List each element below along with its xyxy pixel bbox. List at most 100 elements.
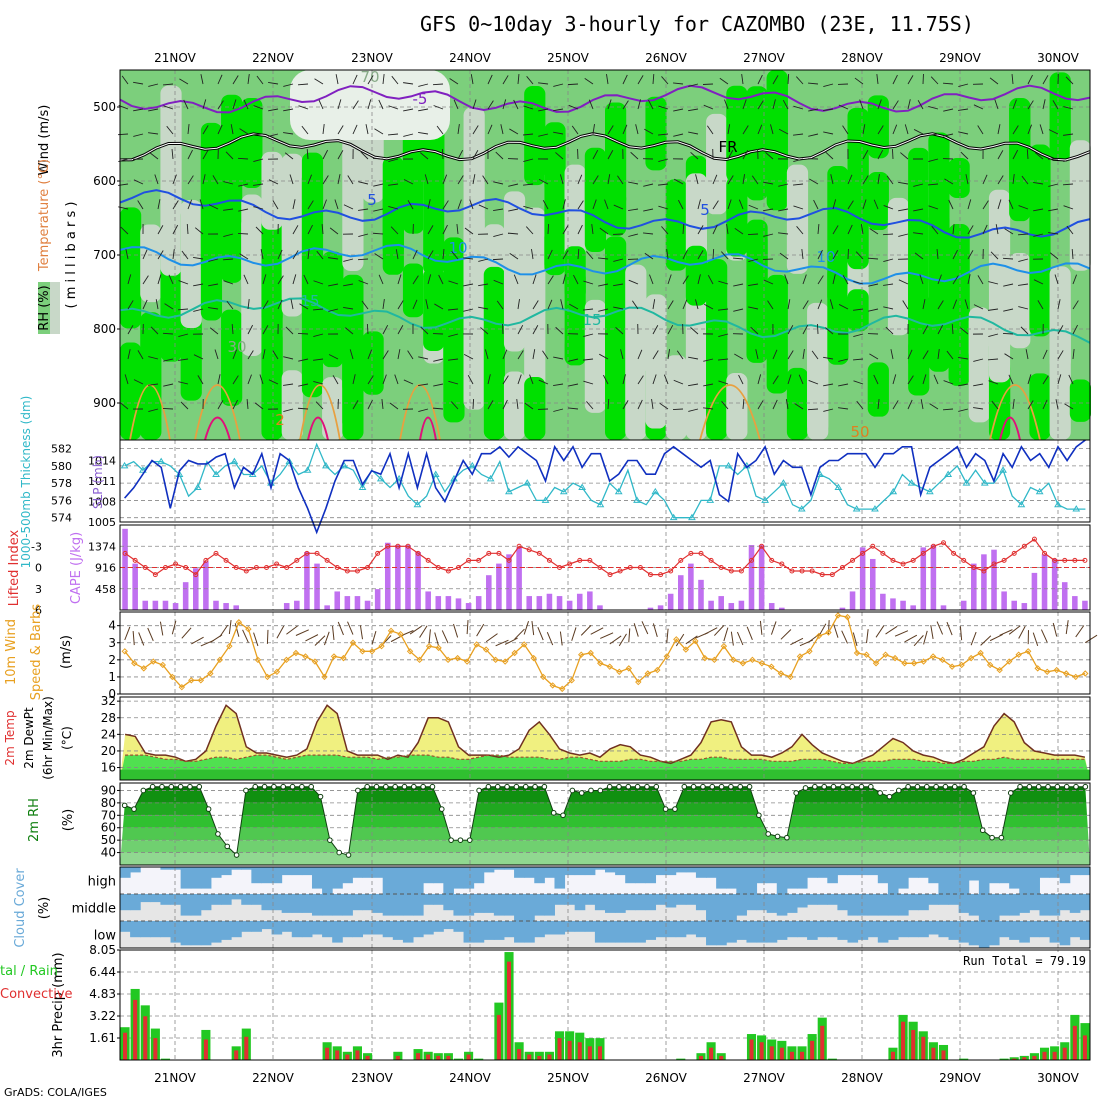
top-date-ticks: 21NOV 22NOV 23NOV 24NOV 25NOV 26NOV 27NOV 28NOV… bbox=[154, 51, 1079, 65]
rh-point bbox=[951, 783, 958, 790]
wind-barb bbox=[457, 124, 460, 135]
wind-barb bbox=[795, 76, 804, 85]
wind-speed-point bbox=[273, 668, 281, 675]
wind-barb bbox=[374, 253, 384, 260]
wind-barb bbox=[697, 274, 701, 285]
cloud-bar bbox=[362, 921, 374, 935]
wind-barb bbox=[217, 124, 223, 135]
lifted-index-label: Lifted Index bbox=[7, 529, 22, 606]
wind-barb-10m bbox=[571, 627, 577, 641]
thickness-point bbox=[395, 474, 403, 482]
wind-barb bbox=[989, 77, 999, 85]
cloud-bar bbox=[150, 894, 161, 903]
wind-barb bbox=[157, 199, 161, 210]
wind-barb bbox=[832, 250, 839, 260]
wind-barb bbox=[658, 158, 669, 162]
wind-barb bbox=[208, 258, 219, 262]
wind-barb bbox=[472, 398, 475, 410]
wind-barb bbox=[967, 250, 974, 260]
wind-speed-point bbox=[663, 653, 671, 660]
wind-barb bbox=[542, 350, 549, 360]
wind-barb bbox=[718, 280, 729, 285]
wind-barb bbox=[1008, 374, 1014, 385]
lifted-index-point bbox=[223, 557, 229, 563]
cape-bar bbox=[779, 607, 785, 610]
wind-barb bbox=[649, 274, 654, 285]
cloud-bar bbox=[514, 894, 525, 921]
lifted-index-point bbox=[354, 568, 360, 574]
cape-bar bbox=[384, 542, 391, 610]
wind-barb bbox=[628, 208, 639, 212]
cloud-bar bbox=[786, 867, 798, 889]
rh-point bbox=[438, 806, 445, 812]
wind-barb bbox=[747, 233, 759, 236]
cape-bar bbox=[374, 589, 381, 610]
lifted-index-point bbox=[274, 561, 280, 567]
wind-barb bbox=[913, 129, 924, 135]
cloud-bar bbox=[140, 894, 151, 903]
cloud-bar bbox=[544, 894, 555, 916]
wind-barb bbox=[809, 178, 819, 185]
cloud-bar bbox=[372, 867, 384, 878]
wind-speed-point bbox=[758, 660, 766, 667]
wind-barb bbox=[329, 227, 339, 235]
cape-bar bbox=[718, 596, 724, 610]
cloud-bar bbox=[665, 894, 677, 908]
y-tick-label: 2 bbox=[108, 653, 116, 667]
temperature-label-1: 2m DewPt bbox=[22, 707, 36, 769]
precip-conv-bar bbox=[446, 1055, 451, 1060]
wind-barb bbox=[1048, 232, 1059, 235]
wind-barb-10m bbox=[485, 633, 498, 643]
lifted-index-point bbox=[587, 557, 593, 563]
wind-barb bbox=[372, 232, 384, 235]
lifted-index-point bbox=[860, 550, 866, 556]
wind-barb bbox=[847, 174, 853, 185]
wind-barb bbox=[583, 333, 594, 337]
wind-speed-point bbox=[530, 654, 537, 662]
wind-barb bbox=[322, 175, 329, 185]
wind-barb bbox=[568, 383, 579, 387]
wind-barb bbox=[163, 83, 174, 86]
wind-speed-point bbox=[444, 656, 452, 664]
cloud-bar bbox=[615, 921, 626, 943]
cloud-bar bbox=[443, 867, 454, 894]
wind-speed-point bbox=[1005, 658, 1013, 665]
isotherm-fr-core bbox=[119, 133, 1091, 161]
thickness-point bbox=[925, 487, 934, 495]
wind-barb bbox=[254, 402, 264, 410]
wind-barb bbox=[738, 374, 744, 385]
wind-barb bbox=[1017, 233, 1029, 236]
cape-bar bbox=[142, 600, 149, 610]
wind-barb bbox=[598, 283, 609, 287]
thickness-point bbox=[907, 479, 916, 486]
wind-speed-point bbox=[368, 648, 376, 655]
wind-barb bbox=[166, 125, 174, 135]
wind-barb bbox=[892, 74, 898, 85]
cloud-bar bbox=[847, 921, 859, 943]
wind-label: Wind (m/s) bbox=[37, 105, 52, 176]
cloud-bar bbox=[514, 921, 525, 943]
contour-label: -5 bbox=[413, 90, 428, 108]
wind-barb bbox=[718, 358, 729, 361]
rh2m-frame bbox=[119, 782, 1091, 866]
thickness-point bbox=[120, 461, 129, 469]
cloud-bar bbox=[473, 921, 485, 943]
rh-point bbox=[709, 783, 716, 790]
wind-speed-point bbox=[406, 648, 414, 655]
wind-barb bbox=[933, 374, 939, 385]
wind-barb bbox=[524, 402, 534, 410]
wind-barb bbox=[1025, 349, 1029, 360]
precip-total-rain-label: tal / Rain bbox=[0, 964, 58, 979]
date-tick-label: 27NOV bbox=[743, 1071, 785, 1085]
wind-barb bbox=[193, 308, 204, 312]
wind-barbs-label: Speed & Barbs bbox=[29, 604, 44, 701]
wind-barb bbox=[259, 374, 264, 385]
wind-barb bbox=[869, 353, 879, 360]
wind-barb bbox=[492, 258, 504, 261]
wind-speed-point bbox=[1072, 673, 1079, 681]
rh-cell bbox=[847, 149, 869, 270]
wind-barb bbox=[1048, 183, 1059, 187]
wind-barb bbox=[943, 380, 954, 385]
